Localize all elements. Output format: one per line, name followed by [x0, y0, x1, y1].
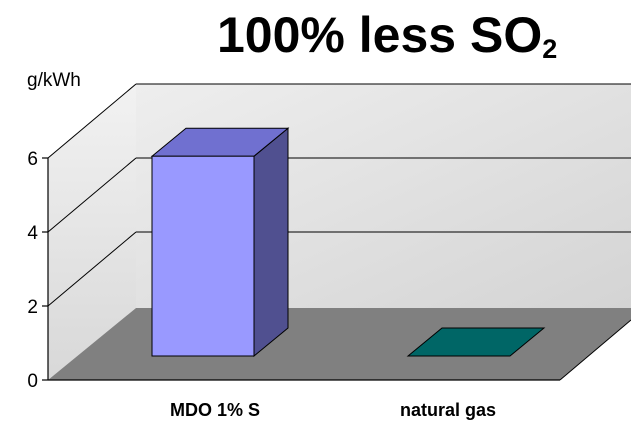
y-axis-unit-label: g/kWh	[27, 70, 81, 91]
bar-front-face	[151, 155, 255, 357]
bar-flat	[406, 327, 546, 357]
category-label: natural gas	[400, 400, 496, 420]
floor-front-edge	[559, 319, 631, 381]
gridline-side	[47, 83, 137, 159]
y-tick-label: 2	[27, 297, 38, 318]
category-labels: MDO 1% S natural gas	[170, 400, 496, 420]
chart-side-wall	[48, 84, 136, 380]
y-tick-label: 6	[27, 149, 38, 170]
y-tick-label: 0	[27, 371, 38, 392]
chart-title: 100% less SO2	[217, 7, 557, 64]
y-ticks: 0 2 4 6	[27, 149, 48, 392]
gridline-side	[47, 157, 137, 233]
category-label: MDO 1% S	[170, 400, 260, 420]
chart-floor	[48, 308, 631, 380]
gridline-side	[47, 231, 137, 307]
bar-side-face	[253, 127, 289, 358]
chart-title-subscript: 2	[542, 34, 557, 64]
bars	[150, 127, 546, 358]
y-tick-label: 4	[27, 223, 38, 244]
